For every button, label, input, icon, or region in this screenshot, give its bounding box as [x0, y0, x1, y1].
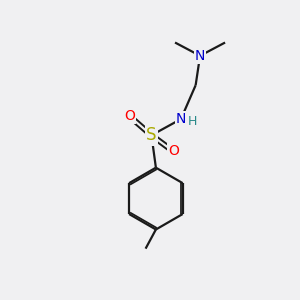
Text: S: S	[146, 126, 157, 144]
Text: O: O	[168, 145, 179, 158]
Text: O: O	[124, 109, 135, 123]
Text: H: H	[188, 115, 197, 128]
Text: N: N	[195, 49, 205, 63]
Text: N: N	[176, 112, 186, 126]
